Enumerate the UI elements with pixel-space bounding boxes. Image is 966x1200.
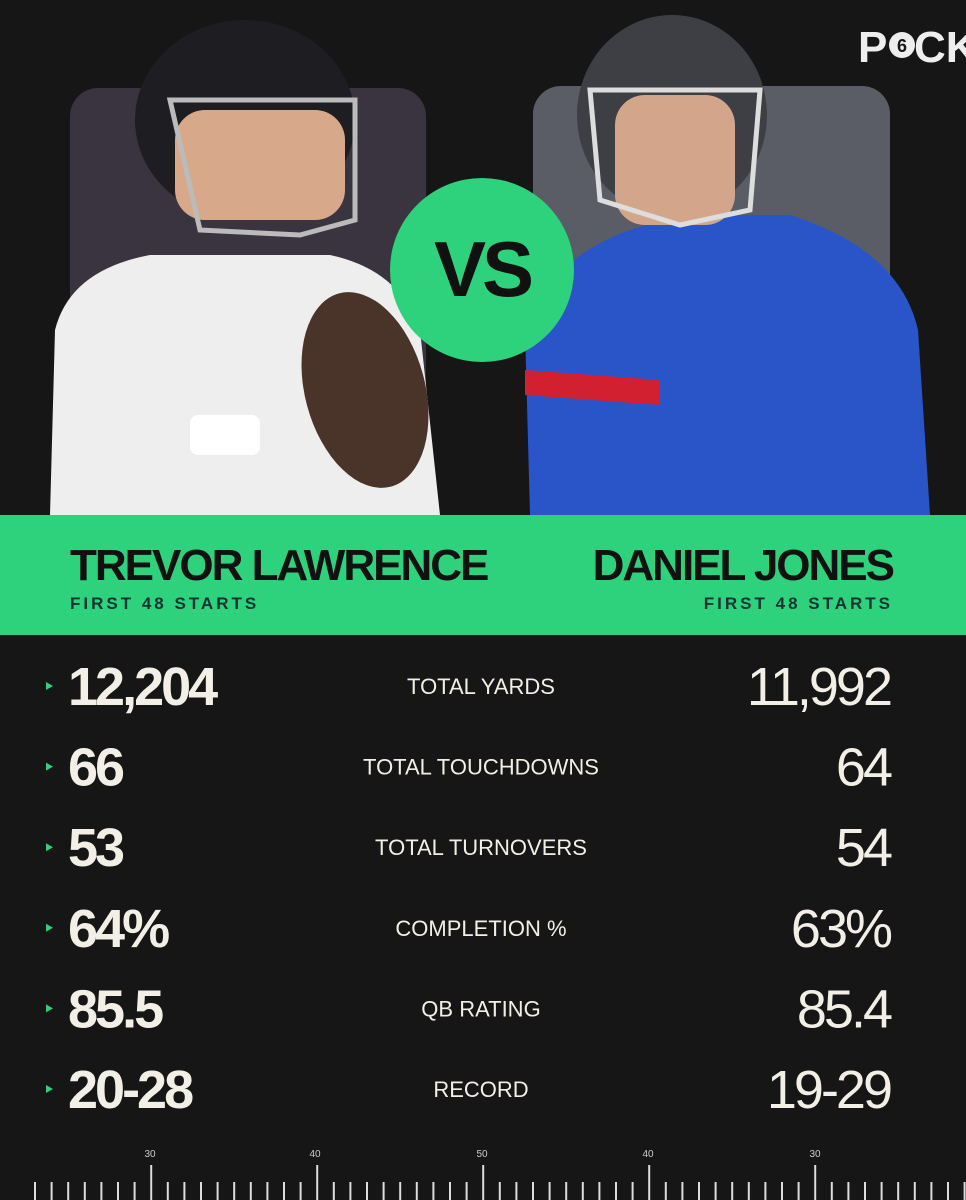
bullet	[46, 762, 53, 771]
stat-label: RECORD	[433, 1077, 528, 1102]
right-value: 85.4	[797, 979, 892, 1039]
logo: P 6 CK	[858, 23, 966, 72]
name-band	[0, 515, 966, 635]
player-subtitle: FIRST 48 STARTS	[704, 594, 893, 613]
stat-label: QB RATING	[421, 996, 540, 1021]
bullet	[46, 923, 53, 932]
yard-number: 30	[809, 1149, 821, 1160]
left-value: 20-28	[68, 1060, 193, 1120]
right-value: 63%	[791, 899, 892, 959]
bullet	[46, 1085, 53, 1093]
vs-circle	[390, 178, 574, 362]
left-value: 64%	[68, 899, 169, 959]
player-name: TREVOR LAWRENCE	[70, 541, 488, 590]
left-value: 85.5	[68, 979, 163, 1039]
yard-number: 40	[309, 1149, 321, 1160]
player-subtitle: FIRST 48 STARTS	[70, 594, 259, 613]
left-value: 53	[68, 818, 124, 878]
bullet	[46, 1004, 53, 1013]
right-player-photo	[525, 15, 930, 515]
right-value: 11,992	[747, 657, 891, 717]
yard-number: 30	[144, 1149, 156, 1160]
right-value: 19-29	[767, 1060, 891, 1120]
left-player-photo	[50, 20, 440, 515]
player-name: DANIEL JONES	[593, 541, 894, 590]
logo-badge	[889, 32, 915, 58]
left-value: 66	[68, 738, 124, 798]
stat-label: TOTAL TOUCHDOWNS	[363, 755, 599, 780]
logo-text: CK	[914, 23, 966, 72]
right-value: 54	[836, 818, 892, 878]
yard-number: 50	[476, 1149, 488, 1160]
logo-text: P	[858, 23, 887, 72]
stat-label: TOTAL YARDS	[407, 674, 555, 699]
stat-label: COMPLETION %	[395, 916, 566, 941]
bullet	[46, 843, 53, 852]
yard-markers: 30 40 50 40 30	[34, 1149, 966, 1200]
logo-text: 6	[897, 36, 907, 56]
left-value: 12,204	[68, 657, 218, 717]
vs-text: VS	[434, 225, 531, 313]
right-value: 64	[836, 738, 892, 798]
yard-number: 40	[642, 1149, 654, 1160]
stats: 12,204 TOTAL YARDS 11,992 66 TOTAL TOUCHDOWN…	[46, 657, 895, 1120]
stat-label: TOTAL TURNOVERS	[375, 835, 587, 860]
bullet	[46, 682, 53, 690]
